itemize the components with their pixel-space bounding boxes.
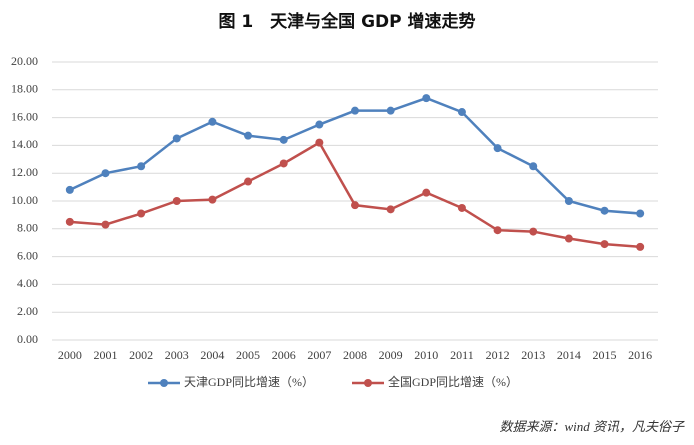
data-point bbox=[65, 217, 74, 226]
data-point bbox=[564, 197, 573, 205]
y-tick-label: 2.00 bbox=[17, 304, 38, 318]
data-point bbox=[101, 220, 110, 229]
data-point bbox=[244, 177, 253, 186]
data-point bbox=[172, 134, 181, 143]
data-point bbox=[208, 195, 217, 204]
x-tick-label: 2003 bbox=[165, 348, 189, 362]
x-tick-label: 2016 bbox=[628, 348, 652, 362]
y-tick-label: 14.00 bbox=[11, 137, 38, 151]
y-tick-label: 18.00 bbox=[11, 82, 38, 96]
data-point bbox=[600, 206, 609, 215]
data-point bbox=[529, 227, 538, 236]
data-point bbox=[65, 185, 74, 194]
data-point bbox=[208, 117, 217, 126]
x-tick-label: 2011 bbox=[450, 348, 474, 362]
data-point bbox=[457, 203, 466, 212]
y-tick-label: 10.00 bbox=[11, 193, 38, 207]
x-tick-label: 2000 bbox=[58, 348, 82, 362]
data-point bbox=[315, 138, 324, 147]
x-tick-label: 2009 bbox=[379, 348, 403, 362]
x-tick-label: 2004 bbox=[200, 348, 224, 362]
data-point bbox=[529, 162, 538, 171]
data-point bbox=[422, 94, 431, 103]
y-tick-label: 8.00 bbox=[17, 221, 38, 235]
x-tick-label: 2010 bbox=[414, 348, 438, 362]
data-point bbox=[422, 188, 431, 197]
data-point bbox=[244, 131, 253, 140]
legend-marker bbox=[364, 379, 372, 387]
legend-marker bbox=[160, 379, 168, 387]
x-tick-label: 2014 bbox=[557, 348, 581, 362]
x-tick-label: 2005 bbox=[236, 348, 260, 362]
y-tick-label: 6.00 bbox=[17, 248, 38, 262]
data-point bbox=[493, 144, 502, 153]
y-tick-label: 16.00 bbox=[11, 109, 38, 123]
data-point bbox=[315, 120, 324, 129]
x-tick-label: 2015 bbox=[593, 348, 617, 362]
data-point bbox=[457, 108, 466, 117]
y-tick-label: 20.00 bbox=[11, 54, 38, 68]
chart-title: 图 1 天津与全国 GDP 增速走势 bbox=[218, 11, 475, 32]
series-line bbox=[69, 96, 641, 215]
y-tick-label: 4.00 bbox=[17, 276, 38, 290]
x-tick-label: 2012 bbox=[486, 348, 510, 362]
data-point bbox=[279, 135, 288, 144]
data-point bbox=[386, 205, 395, 214]
data-point bbox=[101, 169, 110, 178]
x-tick-label: 2013 bbox=[521, 348, 545, 362]
x-tick-label: 2006 bbox=[272, 348, 296, 362]
data-point bbox=[493, 226, 502, 235]
data-point bbox=[386, 106, 395, 115]
legend-label: 全国GDP同比增速（%） bbox=[388, 374, 518, 389]
data-point bbox=[351, 106, 359, 115]
x-tick-label: 2001 bbox=[93, 348, 117, 362]
series-line bbox=[69, 140, 641, 249]
legend-label: 天津GDP同比增速（%） bbox=[184, 375, 314, 389]
data-point bbox=[137, 162, 146, 171]
data-point bbox=[564, 234, 573, 243]
data-point bbox=[137, 209, 146, 218]
source-note: 数据来源：wind 资讯，凡夫俗子 bbox=[499, 419, 685, 434]
data-point bbox=[351, 201, 359, 210]
x-tick-label: 2002 bbox=[129, 348, 153, 362]
data-point bbox=[172, 197, 181, 205]
data-point bbox=[636, 242, 645, 251]
data-point bbox=[636, 209, 645, 218]
data-point bbox=[600, 240, 609, 249]
x-tick-label: 2008 bbox=[343, 348, 367, 362]
data-point bbox=[279, 159, 288, 168]
y-tick-label: 0.00 bbox=[17, 332, 38, 346]
y-tick-label: 12.00 bbox=[11, 165, 38, 179]
x-tick-label: 2007 bbox=[307, 348, 331, 362]
